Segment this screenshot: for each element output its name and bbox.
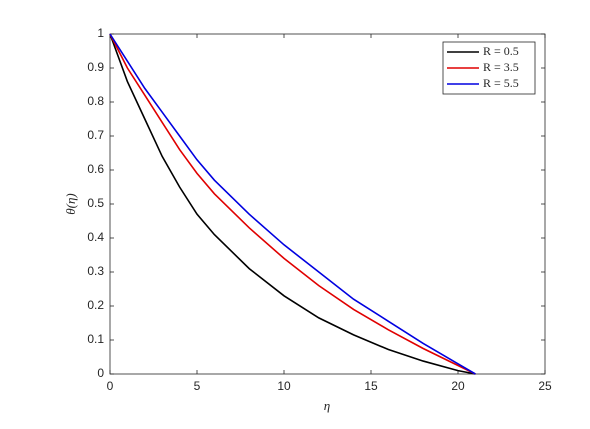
legend-label: R = 5.5 (483, 76, 519, 90)
y-tick-label: 0.4 (87, 230, 104, 244)
series-line (109, 33, 476, 375)
y-tick-label: 0.3 (87, 264, 104, 278)
x-tick-label: 15 (364, 379, 378, 393)
x-tick-label: 20 (451, 379, 465, 393)
legend-label: R = 3.5 (483, 60, 519, 74)
legend-label: R = 0.5 (483, 44, 519, 58)
y-tick-label: 0.1 (87, 332, 104, 346)
x-axis-label: η (324, 398, 330, 413)
y-tick-label: 0 (97, 366, 104, 380)
y-axis-label: θ(η) (63, 193, 78, 215)
y-tick-label: 0.8 (87, 94, 104, 108)
x-tick-label: 5 (194, 379, 201, 393)
y-tick-label: 0.2 (87, 298, 104, 312)
y-tick-label: 0.7 (87, 128, 104, 142)
y-tick-label: 0.5 (87, 196, 104, 210)
x-tick-label: 25 (538, 379, 552, 393)
y-tick-label: 0.9 (87, 60, 104, 74)
y-tick-label: 1 (97, 26, 104, 40)
series-line (109, 33, 476, 375)
series-line (109, 33, 476, 375)
x-tick-label: 10 (277, 379, 291, 393)
x-tick-label: 0 (107, 379, 114, 393)
y-tick-label: 0.6 (87, 162, 104, 176)
